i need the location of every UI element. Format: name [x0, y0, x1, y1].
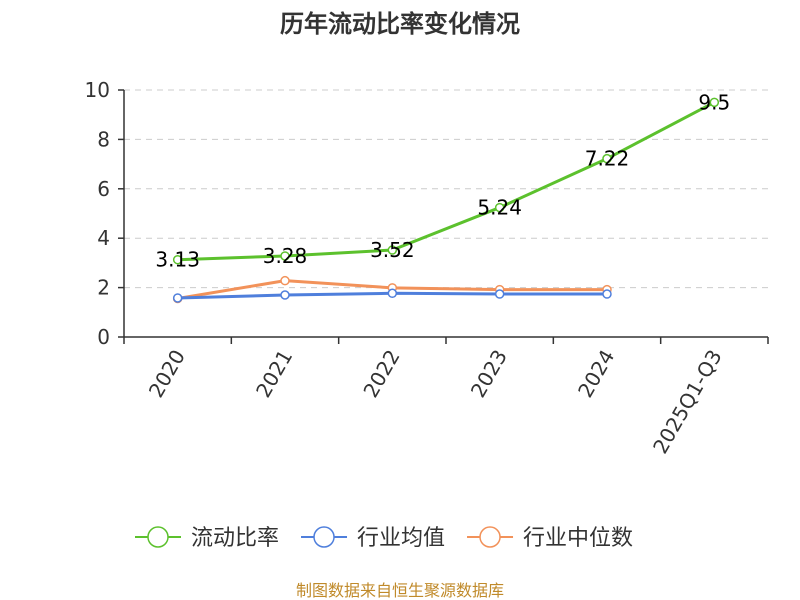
series-0-point-1 — [280, 251, 290, 261]
series-0-point-0 — [172, 254, 183, 265]
legend-item-0[interactable]: 流动比率 — [135, 526, 279, 551]
series-0-point-5 — [709, 97, 720, 108]
legend-item-1[interactable]: 行业均值 — [301, 526, 445, 551]
series-0-point-4 — [602, 153, 612, 164]
source-note: 制图数据来自恒生聚源数据库 — [296, 581, 504, 600]
data-label-3: 5.24 — [477, 196, 522, 220]
series-1-point-1 — [280, 290, 290, 300]
data-label-0: 3.13 — [155, 248, 200, 272]
legend-label-2: 行业中位数 — [523, 526, 633, 551]
series-line-0 — [177, 101, 716, 262]
x-tick-label-3: 2023 — [466, 345, 512, 401]
series-2-point-1 — [280, 275, 290, 286]
legend-marker-1 — [313, 526, 335, 548]
series-0-point-2 — [387, 245, 398, 255]
data-label-4: 7.22 — [585, 147, 630, 171]
series-1-point-4 — [602, 289, 612, 299]
x-tick-label-2: 2022 — [358, 346, 404, 402]
series-1 — [172, 288, 612, 303]
series-1-point-0 — [172, 293, 183, 303]
legend-marker-0 — [147, 526, 169, 548]
legend-item-2[interactable]: 行业中位数 — [467, 526, 633, 551]
data-label-5: 9.5 — [698, 90, 730, 114]
y-tick-label-0: 0 — [97, 325, 110, 349]
data-label-1: 3.28 — [263, 244, 308, 268]
legend-label-1: 行业均值 — [357, 526, 445, 551]
legend-label-0: 流动比率 — [191, 526, 279, 551]
x-tick-label-4: 2024 — [573, 346, 619, 402]
y-tick-label-4: 8 — [97, 127, 110, 151]
series-1-point-3 — [494, 289, 505, 299]
data-label-2: 3.52 — [370, 238, 415, 262]
x-tick-label-1: 2021 — [251, 346, 297, 402]
data-labels: 3.13 3.28 3.52 5.24 7.22 9.5 — [155, 90, 730, 271]
y-tick-label-1: 2 — [97, 276, 110, 300]
series-1-point-2 — [387, 288, 398, 299]
chart-title: 历年流动比率变化情况 — [280, 10, 520, 38]
y-tick-label-5: 10 — [85, 78, 110, 102]
x-tick-label-0: 2020 — [144, 346, 190, 402]
x-tick-label-5: 2025Q1-Q3 — [648, 346, 727, 458]
series-group — [172, 97, 720, 304]
series-0-point-3 — [494, 202, 505, 213]
y-tick-label-3: 6 — [97, 177, 110, 201]
y-tick-label-2: 4 — [97, 226, 110, 250]
series-0 — [172, 97, 720, 265]
legend: 流动比率 行业均值 行业中位数 — [135, 526, 633, 551]
legend-marker-2 — [479, 526, 501, 548]
